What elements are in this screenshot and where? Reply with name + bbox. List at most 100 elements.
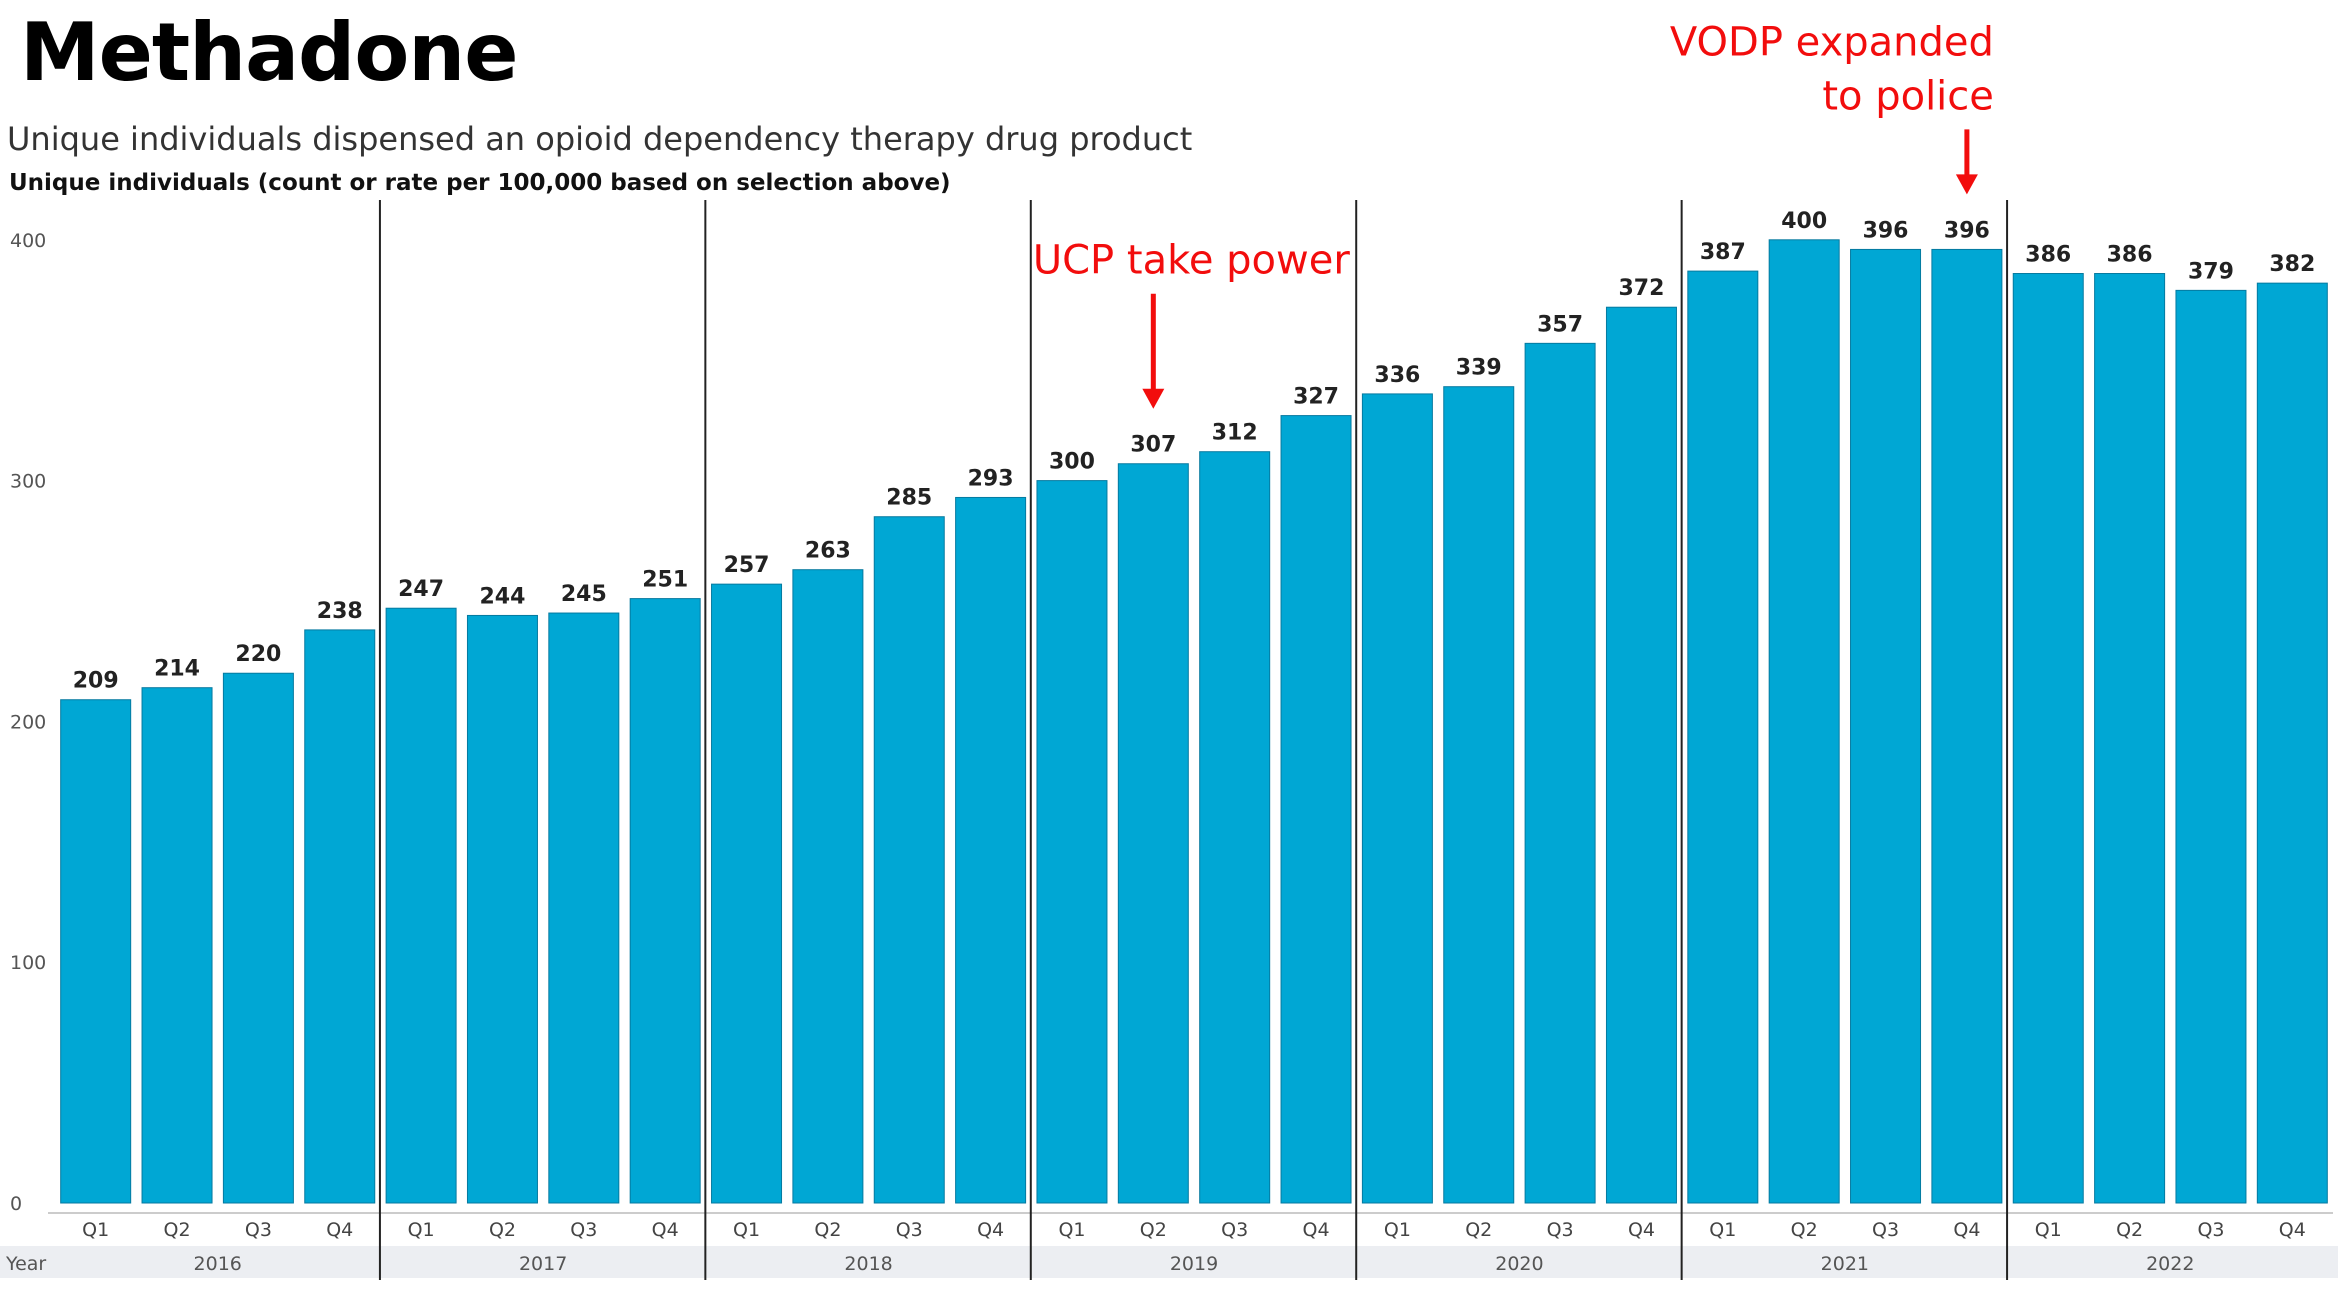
- bar-value-label: 372: [1618, 276, 1664, 301]
- chart-title: Methadone: [20, 6, 518, 99]
- bar-value-label: 285: [886, 486, 932, 511]
- bar-value-label: 245: [561, 582, 607, 607]
- bar-value-label: 382: [2269, 252, 2315, 277]
- quarter-tick-label: Q3: [245, 1219, 272, 1241]
- bar: [1280, 415, 1352, 1204]
- x-axis-title: Year: [5, 1253, 46, 1275]
- bar-value-label: 257: [724, 553, 770, 578]
- bar-value-label: 386: [2107, 243, 2153, 268]
- bar: [1931, 248, 2003, 1204]
- y-tick-label: 100: [10, 952, 46, 974]
- bar: [1524, 342, 1596, 1204]
- quarter-tick-label: Q4: [977, 1219, 1004, 1241]
- bar: [1036, 480, 1108, 1204]
- bar-value-label: 327: [1293, 385, 1339, 410]
- quarter-tick-label: Q3: [1872, 1219, 1899, 1241]
- bar-value-label: 400: [1781, 209, 1827, 234]
- bar-value-label: 396: [1863, 218, 1909, 243]
- bar: [304, 629, 376, 1204]
- year-label: 2016: [194, 1253, 242, 1275]
- annotation-arrow-head: [1142, 388, 1165, 409]
- bar-value-label: 357: [1537, 312, 1583, 337]
- bar: [1687, 270, 1759, 1204]
- quarter-tick-label: Q1: [82, 1219, 109, 1241]
- bar: [1768, 239, 1840, 1204]
- bar-value-label: 387: [1700, 240, 1746, 265]
- annotation-arrow-head: [1955, 174, 1978, 195]
- bar-value-label: 247: [398, 577, 444, 602]
- bar: [792, 569, 864, 1204]
- y-tick-label: 300: [10, 471, 46, 493]
- quarter-tick-label: Q1: [1384, 1219, 1411, 1241]
- bar: [711, 583, 783, 1204]
- bar: [2175, 289, 2247, 1204]
- bar-value-label: 312: [1212, 421, 1258, 446]
- bar-value-label: 396: [1944, 218, 1990, 243]
- bar-value-label: 300: [1049, 450, 1095, 475]
- bar-value-label: 251: [642, 568, 688, 593]
- year-label: 2017: [519, 1253, 567, 1275]
- bar-value-label: 293: [968, 466, 1014, 491]
- bar: [1443, 386, 1515, 1204]
- y-tick-label: 400: [10, 230, 46, 252]
- annotation-text: VODP expanded: [1670, 19, 1994, 65]
- quarter-tick-label: Q2: [1791, 1219, 1818, 1241]
- bar-value-label: 238: [317, 599, 363, 624]
- bar: [2256, 282, 2328, 1204]
- year-label: 2021: [1821, 1253, 1869, 1275]
- quarter-tick-label: Q4: [1628, 1219, 1655, 1241]
- year-label: 2022: [2146, 1253, 2194, 1275]
- quarter-tick-label: Q2: [814, 1219, 841, 1241]
- bar-value-label: 209: [73, 669, 119, 694]
- quarter-tick-label: Q3: [2197, 1219, 2224, 1241]
- bar: [1361, 393, 1433, 1204]
- bar: [2094, 273, 2166, 1204]
- quarter-tick-label: Q1: [408, 1219, 435, 1241]
- quarter-tick-label: Q2: [164, 1219, 191, 1241]
- bar-value-label: 307: [1130, 433, 1176, 458]
- bar: [466, 614, 538, 1204]
- quarter-tick-label: Q2: [1140, 1219, 1167, 1241]
- bar: [1117, 463, 1189, 1204]
- chart-subtitle: Unique individuals dispensed an opioid d…: [7, 120, 1193, 158]
- quarter-tick-label: Q2: [2116, 1219, 2143, 1241]
- quarter-tick-label: Q1: [2035, 1219, 2062, 1241]
- y-tick-label: 200: [10, 711, 46, 733]
- quarter-tick-label: Q3: [1221, 1219, 1248, 1241]
- year-label: 2020: [1495, 1253, 1543, 1275]
- quarter-tick-label: Q4: [2279, 1219, 2306, 1241]
- quarter-tick-label: Q4: [1303, 1219, 1330, 1241]
- bar-value-label: 336: [1374, 363, 1420, 388]
- quarter-tick-label: Q4: [652, 1219, 679, 1241]
- quarter-tick-label: Q1: [1709, 1219, 1736, 1241]
- quarter-tick-label: Q4: [326, 1219, 353, 1241]
- bar-value-label: 379: [2188, 259, 2234, 284]
- bar: [385, 607, 457, 1204]
- bar-value-label: 220: [235, 642, 281, 667]
- quarter-tick-label: Q4: [1953, 1219, 1980, 1241]
- quarter-tick-label: Q3: [570, 1219, 597, 1241]
- quarter-tick-label: Q2: [489, 1219, 516, 1241]
- year-label: 2019: [1170, 1253, 1218, 1275]
- bar: [141, 687, 213, 1204]
- bar: [2012, 273, 2084, 1204]
- bar: [873, 516, 945, 1204]
- bar-value-label: 386: [2025, 243, 2071, 268]
- bar: [955, 496, 1027, 1204]
- bar-value-label: 244: [479, 584, 525, 609]
- annotation-text: UCP take power: [1033, 238, 1350, 284]
- annotation-text: to police: [1822, 73, 1994, 119]
- bar: [629, 598, 701, 1204]
- quarter-tick-label: Q2: [1465, 1219, 1492, 1241]
- y-tick-label: 0: [10, 1193, 22, 1215]
- year-label: 2018: [844, 1253, 892, 1275]
- bar: [1605, 306, 1677, 1204]
- bar-value-label: 263: [805, 539, 851, 564]
- bar: [1850, 248, 1922, 1204]
- bar-value-label: 339: [1456, 356, 1502, 381]
- bar: [60, 699, 132, 1204]
- quarter-tick-label: Q3: [1547, 1219, 1574, 1241]
- bar-value-label: 214: [154, 657, 200, 682]
- x-axis-footer-band: [0, 1246, 2338, 1278]
